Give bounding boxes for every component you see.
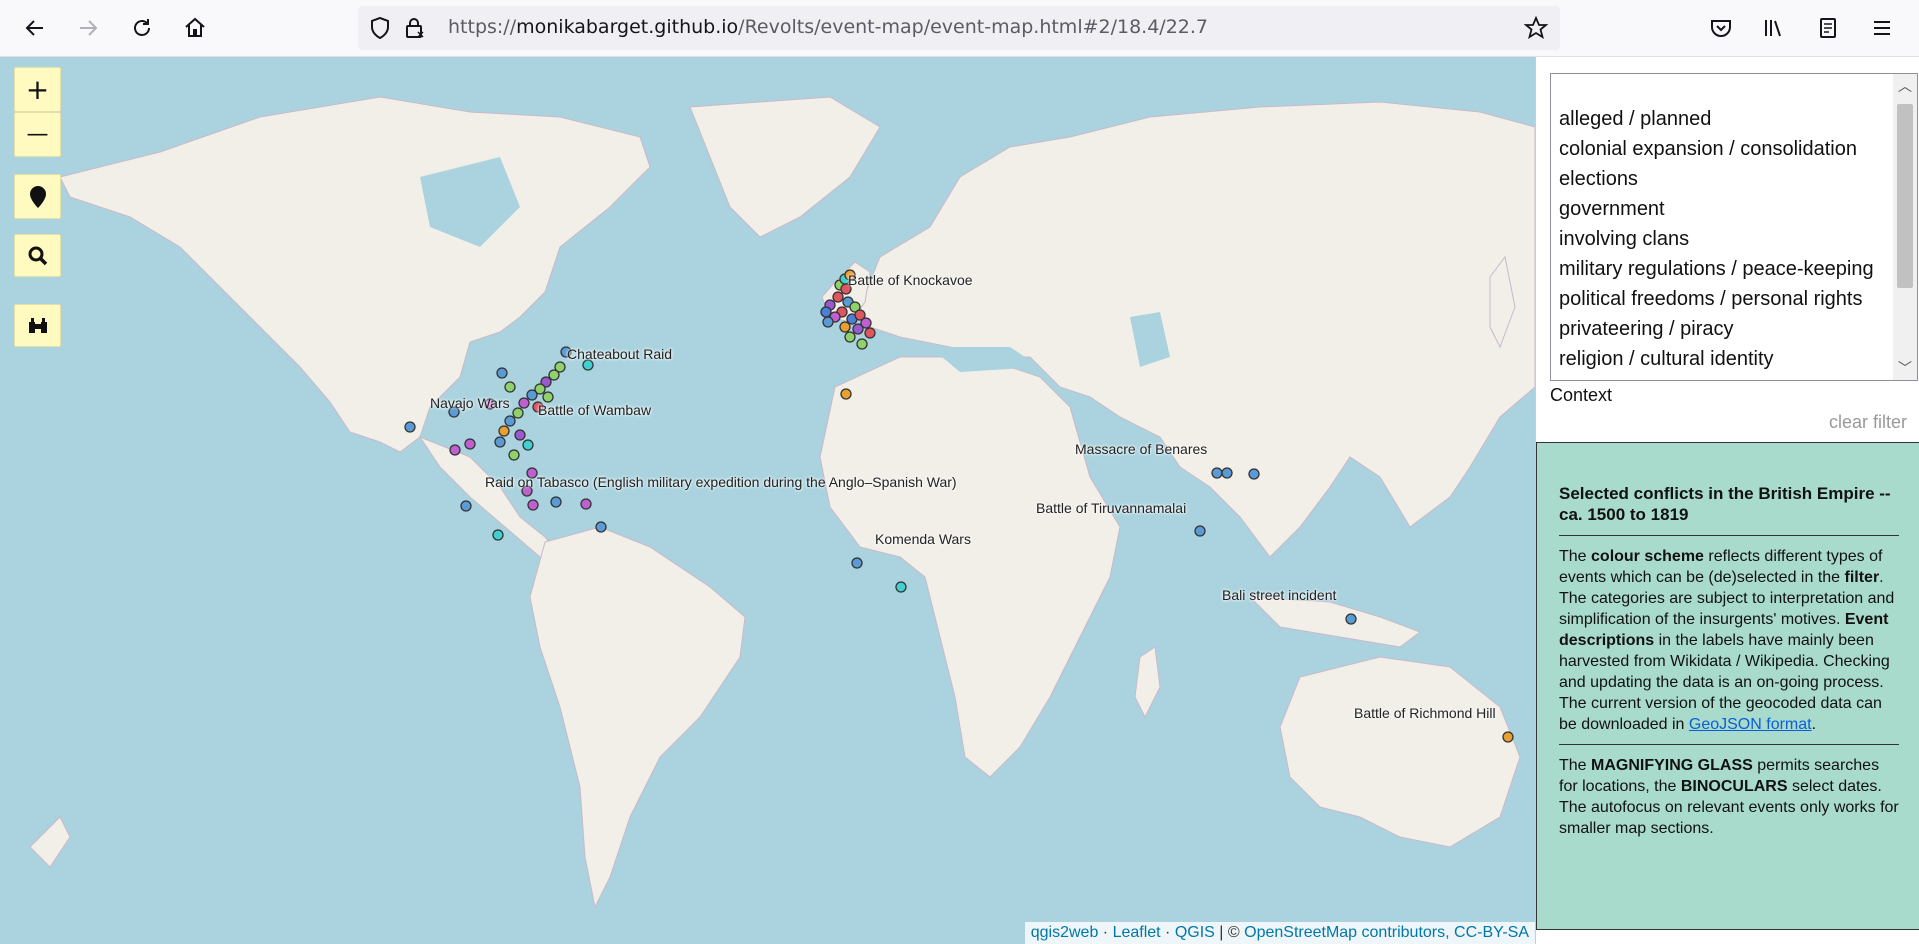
info-paragraph: The MAGNIFYING GLASS permits searches fo… xyxy=(1559,757,1899,837)
info-paragraph: The colour scheme reflects different typ… xyxy=(1559,548,1895,733)
star-icon[interactable] xyxy=(1524,16,1548,40)
zoom-out-button[interactable]: — xyxy=(14,112,61,157)
osm-link[interactable]: OpenStreetMap contributors, CC-BY-SA xyxy=(1244,924,1529,941)
shield-icon[interactable] xyxy=(368,16,392,40)
library-icon[interactable] xyxy=(1756,10,1792,46)
map-basemap xyxy=(29,96,1535,909)
scroll-down-icon[interactable]: ﹀ xyxy=(1898,361,1912,377)
qgis-link[interactable]: QGIS xyxy=(1174,924,1215,941)
map-label: Battle of Tiruvannamalai xyxy=(1036,500,1187,516)
markers-layer xyxy=(404,269,1514,743)
binoculars-icon xyxy=(28,317,47,333)
map-label: Battle of Richmond Hill xyxy=(1354,705,1496,721)
filter-option[interactable]: colonial expansion / consolidation xyxy=(1559,138,1857,160)
map-label: Battle of Wambaw xyxy=(538,402,652,418)
url-bar[interactable]: https://monikabarget.github.io/Revolts/e… xyxy=(358,6,1560,50)
info-title: Selected conflicts in the British Empire… xyxy=(1559,484,1891,524)
map-label: Bali street incident xyxy=(1222,587,1337,603)
menu-icon[interactable] xyxy=(1864,10,1900,46)
clear-filter-button[interactable]: clear filter xyxy=(1828,412,1907,432)
scrollbar-thumb[interactable] xyxy=(1897,104,1913,288)
date-search-button[interactable] xyxy=(14,304,61,347)
forward-icon[interactable] xyxy=(70,10,106,46)
filter-label: Context xyxy=(1550,385,1613,405)
qgis2web-link[interactable]: qgis2web xyxy=(1030,924,1099,941)
world-map[interactable]: + — Battle of Knockavoe Chateabout Raid … xyxy=(0,57,1535,944)
zoom-in-button[interactable]: + xyxy=(14,67,61,112)
attribution-separator: · xyxy=(1160,924,1175,941)
info-box: Selected conflicts in the British Empire… xyxy=(1536,442,1919,930)
scroll-up-icon[interactable]: ︿ xyxy=(1898,79,1912,95)
attribution-separator: | © xyxy=(1214,924,1245,941)
attribution-separator: · xyxy=(1098,924,1113,941)
filter-option[interactable]: involving clans xyxy=(1559,228,1690,250)
url-text[interactable]: https://monikabarget.github.io/Revolts/e… xyxy=(448,16,1209,38)
filter-option[interactable]: privateering / piracy xyxy=(1559,318,1734,340)
pocket-icon[interactable] xyxy=(1703,10,1739,46)
browser-toolbar: https://monikabarget.github.io/Revolts/e… xyxy=(0,0,1919,57)
filter-option[interactable]: alleged / planned xyxy=(1559,108,1712,130)
listbox-scrollbar[interactable]: ︿ ﹀ xyxy=(1893,74,1917,380)
map-label: Battle of Knockavoe xyxy=(848,272,973,288)
location-pin-icon xyxy=(29,185,46,208)
filter-option[interactable]: military regulations / peace-keeping xyxy=(1559,258,1874,280)
map-label: Massacre of Benares xyxy=(1075,441,1208,457)
filter-option[interactable]: religion / cultural identity xyxy=(1559,348,1774,370)
map-label: Chateabout Raid xyxy=(567,346,673,362)
home-icon[interactable] xyxy=(177,10,213,46)
back-icon[interactable] xyxy=(17,10,53,46)
geojson-link[interactable]: GeoJSON format xyxy=(1688,716,1812,733)
search-icon xyxy=(28,246,47,265)
context-filter-listbox[interactable]: alleged / planned colonial expansion / c… xyxy=(1550,73,1918,381)
divider xyxy=(1559,535,1899,536)
map-label: Navajo Wars xyxy=(430,395,510,411)
filter-option[interactable]: political freedoms / personal rights xyxy=(1559,288,1863,310)
map-label: Raid on Tabasco (English military expedi… xyxy=(485,474,957,490)
divider xyxy=(1559,744,1899,745)
map-label: Komenda Wars xyxy=(875,531,971,547)
lock-icon[interactable] xyxy=(402,16,426,40)
filter-option[interactable]: government xyxy=(1559,198,1665,220)
reader-icon[interactable] xyxy=(1810,10,1846,46)
map-attribution: qgis2web · Leaflet · QGIS | © OpenStreet… xyxy=(1024,922,1535,944)
search-button[interactable] xyxy=(14,234,61,277)
filter-option[interactable]: elections xyxy=(1559,168,1638,190)
reload-icon[interactable] xyxy=(124,10,160,46)
side-panel: alleged / planned colonial expansion / c… xyxy=(1535,57,1919,944)
leaflet-link[interactable]: Leaflet xyxy=(1112,924,1161,941)
locate-button[interactable] xyxy=(14,174,61,219)
